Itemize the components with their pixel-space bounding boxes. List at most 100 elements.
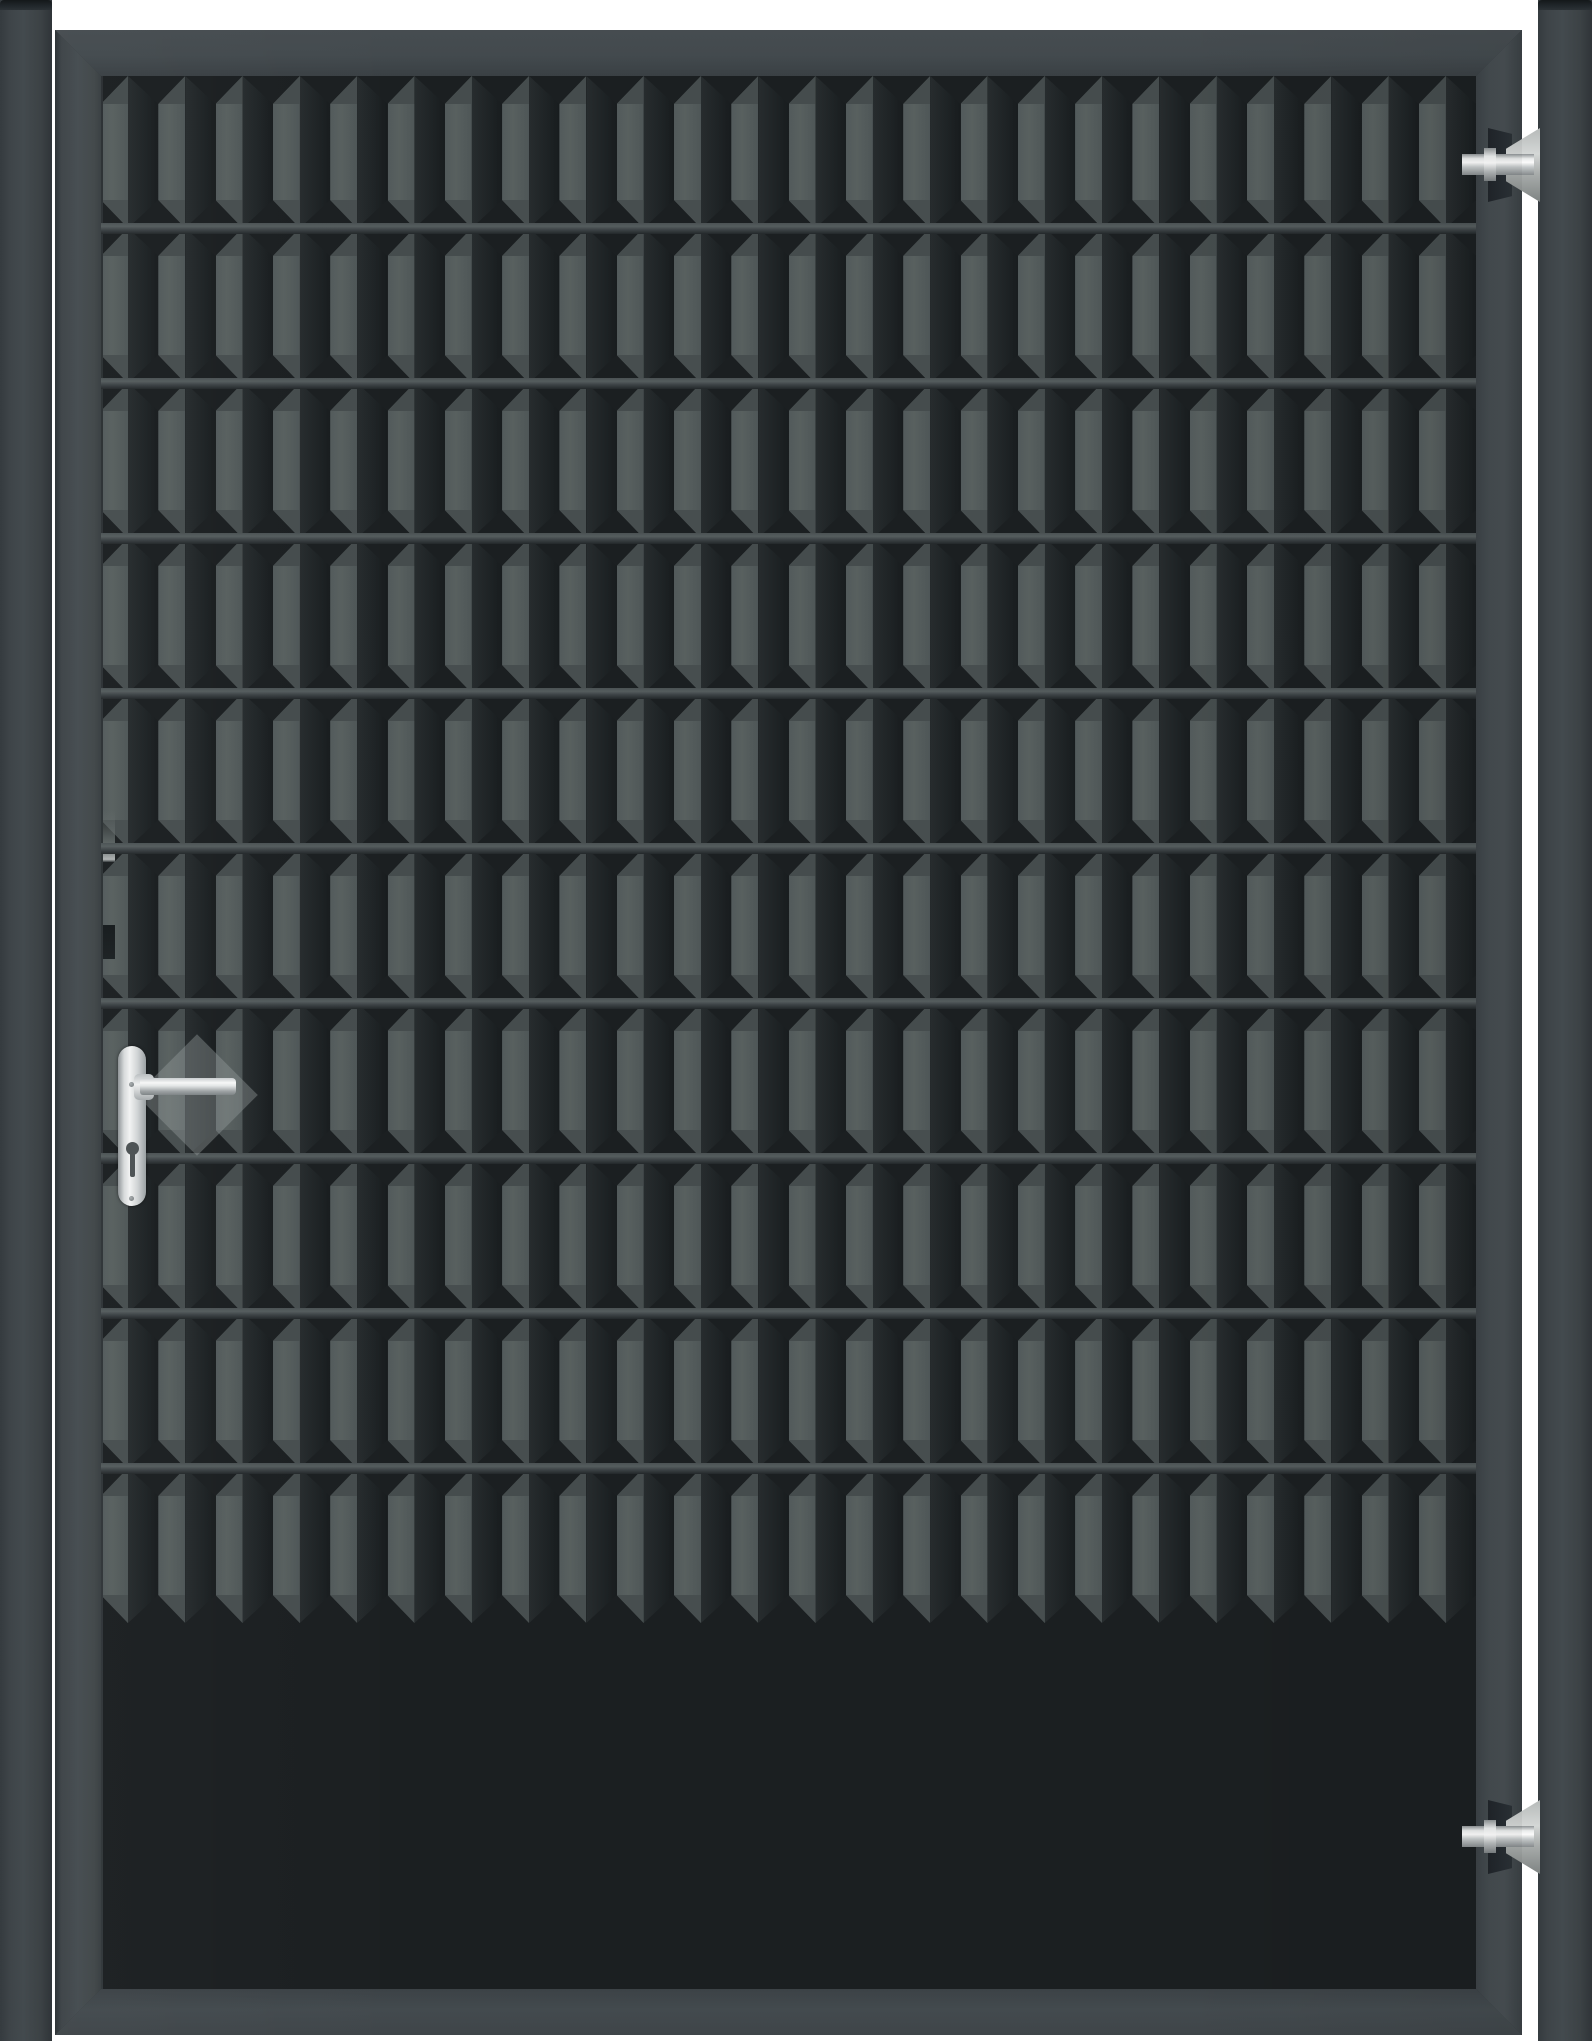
latch-mark-upper [103,810,115,862]
picket-row [101,76,1476,228]
picket-top-chamfer [330,693,358,721]
picket-shadow-face [414,383,445,538]
picket-bottom-chamfer [845,1440,873,1468]
picket-shadow-face [357,1313,388,1468]
picket-top-chamfer [1017,76,1045,104]
picket-bottom-chamfer [731,820,759,848]
picket-bottom-chamfer [272,975,300,1003]
picket-shadow-face [643,1158,674,1313]
picket-bottom-chamfer [903,1440,931,1468]
gate-leaf[interactable] [55,30,1522,2035]
picket-shadow-face [242,693,273,848]
picket-bottom-chamfer [330,1595,358,1623]
picket-top-chamfer [616,76,644,104]
picket-shadow-face [1102,538,1133,693]
picket-shadow-face [1388,693,1419,848]
picket-shadow-face [357,1003,388,1158]
picket-shadow-face [987,848,1018,1003]
picket-top-chamfer [674,383,701,411]
picket-shadow-face [185,1468,216,1623]
picket-bottom-chamfer [559,665,587,693]
picket-bottom-chamfer [674,1440,701,1468]
picket-shadow-face [299,538,331,693]
picket-top-chamfer [674,1003,701,1031]
picket-bottom-chamfer [1017,820,1045,848]
picket-bottom-chamfer [444,355,472,383]
picket-shadow-face [471,76,503,228]
picket-top-chamfer [1304,228,1332,256]
picket-top-chamfer [616,538,644,566]
picket-shadow-face [414,1003,445,1158]
picket-shadow-face [1159,1003,1190,1158]
picket-top-chamfer [960,383,988,411]
picket-bottom-chamfer [845,975,873,1003]
picket-top-chamfer [1247,1313,1274,1341]
picket-shadow-face [1216,538,1247,693]
picket-bottom-chamfer [215,665,243,693]
picket-shadow-face [987,538,1018,693]
picket-shadow-face [701,228,732,383]
picket-bottom-chamfer [215,200,243,228]
picket-shadow-face [758,1003,789,1158]
picket-row [101,228,1476,383]
picket-bottom-chamfer [1075,975,1103,1003]
picket-shadow-face [1445,1313,1476,1468]
picket-top-chamfer [960,76,988,104]
gate-handle[interactable] [118,1034,258,1206]
picket-bottom-chamfer [559,1285,587,1313]
picket-top-chamfer [788,538,816,566]
picket-top-chamfer [845,1003,873,1031]
picket-bottom-chamfer [101,200,128,228]
picket-shadow-face [1159,538,1190,693]
picket-top-chamfer [1247,76,1274,104]
picket-top-chamfer [845,538,873,566]
picket-shadow-face [185,228,216,383]
picket-bottom-chamfer [1304,200,1332,228]
picket-top-chamfer [330,228,358,256]
picket-top-chamfer [903,383,931,411]
picket-top-chamfer [1418,1158,1446,1186]
picket-top-chamfer [101,76,128,104]
hinge-bottom-collar [1484,1820,1496,1853]
picket-bottom-chamfer [731,1130,759,1158]
picket-bottom-chamfer [616,1285,644,1313]
picket-top-chamfer [731,1313,759,1341]
picket-bottom-chamfer [215,820,243,848]
picket-bottom-chamfer [101,1285,128,1313]
picket-shadow-face [1331,538,1362,693]
picket-shadow-face [299,693,331,848]
picket-top-chamfer [559,848,587,876]
picket-bottom-chamfer [1361,975,1389,1003]
handle-lever[interactable] [140,1078,236,1095]
picket-shadow-face [128,693,159,848]
picket-top-chamfer [101,538,128,566]
picket-shadow-face [758,693,789,848]
picket-shadow-face [872,228,904,383]
picket-bottom-chamfer [903,355,931,383]
picket-shadow-face [586,693,617,848]
picket-shadow-face [414,76,445,228]
picket-top-chamfer [444,1313,472,1341]
picket-top-chamfer [1189,228,1217,256]
hinge-bottom [1462,1800,1542,1874]
gate-frame-left [55,30,101,2035]
picket-shadow-face [242,538,273,693]
picket-bottom-chamfer [731,975,759,1003]
picket-bottom-chamfer [1304,355,1332,383]
picket-shadow-face [701,1313,732,1468]
picket-top-chamfer [903,538,931,566]
picket-bottom-chamfer [1075,200,1103,228]
picket-bottom-chamfer [845,355,873,383]
picket-bottom-chamfer [1132,1130,1160,1158]
picket-top-chamfer [1017,383,1045,411]
picket-bottom-chamfer [1247,1595,1274,1623]
picket-top-chamfer [502,693,530,721]
picket-shadow-face [471,383,503,538]
picket-shadow-face [815,848,846,1003]
picket-shadow-face [1274,1158,1305,1313]
picket-top-chamfer [1189,1003,1217,1031]
picket-bottom-chamfer [1247,1285,1274,1313]
picket-bottom-chamfer [960,1285,988,1313]
picket-shadow-face [1044,1003,1076,1158]
picket-shadow-face [299,76,331,228]
